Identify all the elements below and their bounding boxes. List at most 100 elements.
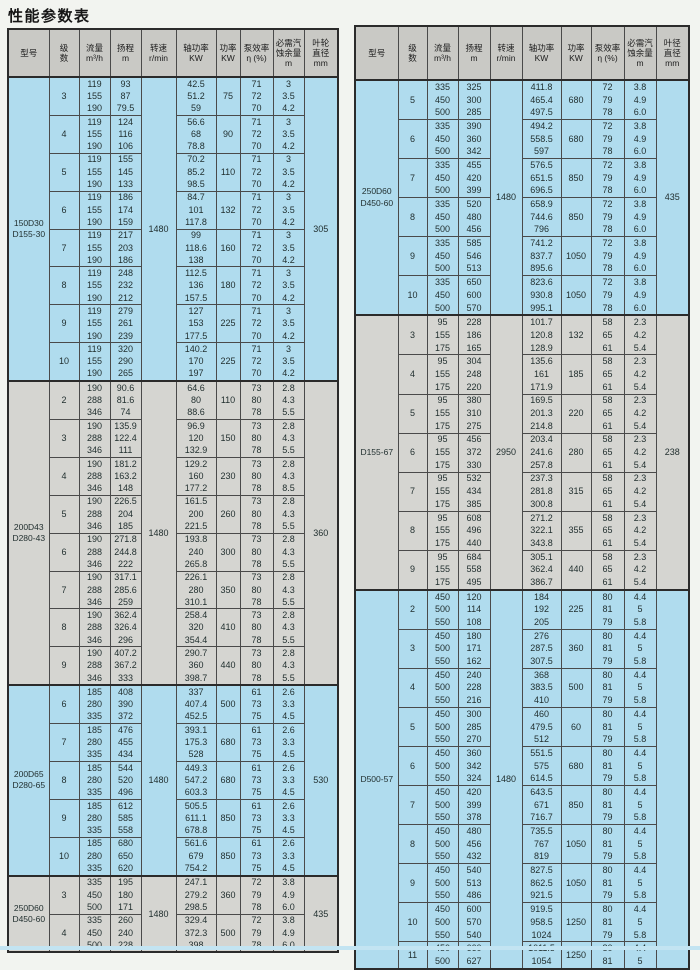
head-cell: 228 bbox=[457, 314, 491, 330]
flow-cell: 95 bbox=[426, 354, 459, 369]
flow-cell: 155 bbox=[426, 329, 459, 342]
head-cell: 408 bbox=[109, 684, 142, 699]
npsh-cell: 4.2 bbox=[272, 216, 305, 230]
npsh-cell: 3.3 bbox=[272, 812, 305, 825]
flow-cell: 185 bbox=[78, 836, 111, 851]
npsh-cell: 3.8 bbox=[623, 119, 657, 133]
data-row: 288 122.4 120 80 4.3 bbox=[8, 432, 338, 445]
head-cell: 342 bbox=[457, 759, 491, 773]
npsh-cell: 4.4 bbox=[623, 706, 657, 721]
data-row: 500 456 767 81 5 bbox=[355, 837, 689, 851]
shaft-power-cell: 84.7 bbox=[175, 190, 217, 204]
efficiency-cell: 80 bbox=[590, 902, 625, 916]
npsh-cell: 3.5 bbox=[272, 317, 305, 330]
shaft-power-cell: 175.3 bbox=[175, 736, 217, 749]
efficiency-cell: 80 bbox=[590, 746, 625, 760]
data-row: 3 450 180 276 360 80 4.4 bbox=[355, 628, 689, 669]
data-row: 6 450 360 551.5 680 80 4.4 bbox=[355, 746, 689, 786]
data-row: 8 450 480 735.5 1050 80 4.4 bbox=[355, 824, 689, 864]
flow-cell: 185 bbox=[78, 761, 111, 775]
power-cell: 410 bbox=[215, 608, 241, 647]
shaft-power-cell: 386.7 bbox=[521, 576, 562, 590]
model-cell: 150D30 D155-30 bbox=[7, 75, 50, 382]
efficiency-cell: 65 bbox=[590, 368, 625, 381]
flow-cell: 450 bbox=[426, 132, 459, 146]
data-row: 500 513 862.5 81 5 bbox=[355, 876, 689, 890]
flow-cell: 335 bbox=[78, 748, 111, 762]
model-cell: 200D65 D280-65 bbox=[7, 684, 50, 876]
data-row: 335 620 754.2 75 4.5 bbox=[8, 862, 338, 876]
flow-cell: 450 bbox=[426, 785, 459, 799]
power-cell: 110 bbox=[215, 152, 241, 192]
flow-cell: 95 bbox=[426, 432, 459, 447]
npsh-cell: 4.2 bbox=[272, 254, 305, 267]
power-cell: 440 bbox=[215, 646, 241, 686]
efficiency-cell: 70 bbox=[239, 216, 274, 230]
shaft-power-cell: 117.8 bbox=[175, 216, 217, 230]
power-cell: 1050 bbox=[560, 863, 592, 903]
stage-count-cell: 6 bbox=[48, 532, 80, 572]
npsh-cell: 3.5 bbox=[272, 355, 305, 368]
efficiency-cell: 70 bbox=[239, 254, 274, 267]
head-cell: 145 bbox=[109, 166, 142, 179]
flow-cell: 335 bbox=[78, 786, 111, 800]
flow-cell: 190 bbox=[78, 140, 111, 154]
shaft-power-cell: 221.5 bbox=[175, 520, 217, 534]
efficiency-cell: 80 bbox=[239, 583, 274, 597]
efficiency-cell: 79 bbox=[590, 850, 625, 864]
data-row: 155 434 281.8 65 4.2 bbox=[355, 485, 689, 498]
data-row: 175 275 214.8 61 5.4 bbox=[355, 419, 689, 434]
flow-cell: 190 bbox=[78, 532, 111, 546]
impeller-diameter-cell: 435 bbox=[303, 874, 339, 953]
head-cell: 612 bbox=[109, 798, 142, 813]
speed-cell: 1480 bbox=[489, 588, 523, 969]
efficiency-cell: 73 bbox=[239, 570, 274, 584]
stage-count-cell: 9 bbox=[397, 863, 428, 903]
head-cell: 165 bbox=[457, 341, 491, 355]
shaft-power-cell: 171.9 bbox=[521, 380, 562, 394]
head-cell: 627 bbox=[457, 955, 491, 969]
flow-cell: 175 bbox=[426, 537, 459, 551]
data-row: 155 372 241.6 65 4.2 bbox=[355, 446, 689, 459]
efficiency-cell: 58 bbox=[590, 314, 625, 330]
shaft-power-cell: 193.8 bbox=[175, 532, 217, 546]
head-cell: 380 bbox=[457, 393, 491, 408]
flow-cell: 119 bbox=[78, 228, 111, 242]
stage-count-cell: 10 bbox=[48, 342, 80, 382]
head-cell: 239 bbox=[109, 329, 142, 343]
head-cell: 372 bbox=[457, 446, 491, 459]
power-cell: 1050 bbox=[560, 824, 592, 864]
npsh-cell: 4.4 bbox=[623, 746, 657, 760]
efficiency-cell: 70 bbox=[239, 178, 274, 192]
data-row: 500 285 497.5 78 6.0 bbox=[355, 106, 689, 120]
npsh-cell: 4.3 bbox=[272, 508, 305, 521]
stage-count-cell: 9 bbox=[48, 798, 80, 838]
stage-count-cell: 10 bbox=[397, 275, 428, 316]
shaft-power-cell: 101 bbox=[175, 203, 217, 217]
head-cell: 367.2 bbox=[109, 659, 142, 672]
flow-cell: 500 bbox=[426, 876, 459, 890]
stage-count-cell: 4 bbox=[397, 354, 428, 394]
power-cell: 360 bbox=[560, 628, 592, 669]
head-cell: 558 bbox=[457, 563, 491, 577]
flow-cell: 190 bbox=[78, 570, 111, 584]
shaft-power-cell: 138 bbox=[175, 254, 217, 267]
npsh-cell: 2.8 bbox=[272, 646, 305, 660]
head-cell: 486 bbox=[457, 889, 491, 903]
shaft-power-cell: 290.7 bbox=[175, 646, 217, 660]
head-cell: 420 bbox=[457, 785, 491, 799]
shaft-power-cell: 551.5 bbox=[521, 746, 562, 760]
data-row: 288 81.6 80 80 4.3 bbox=[8, 394, 338, 407]
head-cell: 185 bbox=[109, 520, 142, 534]
head-cell: 81.6 bbox=[109, 394, 142, 407]
column-header: 必需汽 蚀余量 m bbox=[623, 25, 657, 81]
stage-count-cell: 8 bbox=[397, 197, 428, 237]
data-row: 10 185 680 561.6 850 61 2.6 bbox=[8, 836, 338, 876]
efficiency-cell: 79 bbox=[590, 132, 625, 146]
power-cell: 350 bbox=[215, 570, 241, 609]
efficiency-cell: 78 bbox=[590, 301, 625, 316]
data-row: 5 450 300 460 60 80 4.4 bbox=[355, 706, 689, 747]
efficiency-cell: 81 bbox=[590, 720, 625, 734]
shaft-power-cell: 643.5 bbox=[521, 785, 562, 799]
shaft-power-cell: 1024 bbox=[521, 928, 562, 942]
